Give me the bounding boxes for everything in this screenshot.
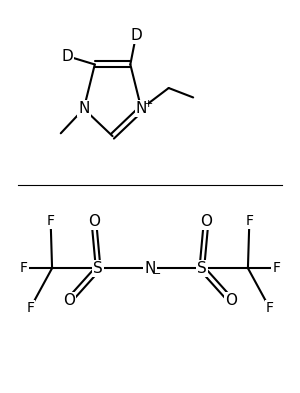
Text: O: O [200, 213, 212, 228]
Text: F: F [272, 261, 280, 275]
Text: N: N [144, 261, 156, 275]
Text: D: D [130, 28, 142, 42]
Text: S: S [197, 261, 207, 275]
Text: F: F [20, 261, 28, 275]
Text: +: + [143, 99, 153, 109]
Text: N: N [78, 101, 89, 116]
Text: S: S [93, 261, 103, 275]
Text: F: F [26, 301, 34, 315]
Text: −: − [152, 269, 162, 279]
Text: O: O [63, 293, 75, 308]
Text: F: F [245, 214, 253, 228]
Text: F: F [46, 214, 55, 228]
Text: N: N [136, 101, 147, 116]
Text: O: O [225, 293, 237, 308]
Text: F: F [266, 301, 274, 315]
Text: O: O [88, 213, 100, 228]
Text: D: D [61, 49, 73, 64]
